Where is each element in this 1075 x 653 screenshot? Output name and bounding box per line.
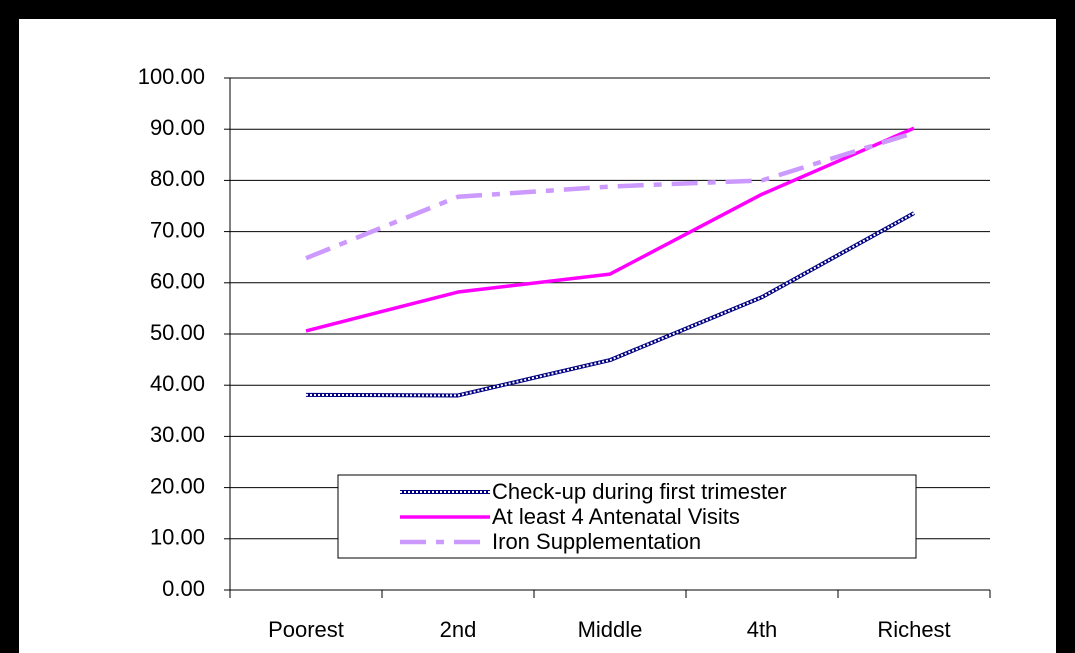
y-tick-label: 90.00 (150, 115, 205, 140)
x-tick-label: 4th (747, 617, 778, 642)
legend-label: At least 4 Antenatal Visits (492, 504, 740, 529)
y-tick-label: 20.00 (150, 473, 205, 498)
y-tick-label: 40.00 (150, 371, 205, 396)
y-tick-label: 0.00 (162, 576, 205, 601)
x-tick-label: 2nd (440, 617, 477, 642)
x-tick-label: Richest (877, 617, 950, 642)
series-line (305, 130, 915, 261)
y-tick-label: 60.00 (150, 269, 205, 294)
y-tick-label: 100.00 (138, 64, 205, 89)
legend-label: Iron Supplementation (492, 529, 701, 554)
y-tick-label: 30.00 (150, 422, 205, 447)
y-tick-label: 50.00 (150, 320, 205, 345)
y-tick-label: 70.00 (150, 217, 205, 242)
x-tick-label: Poorest (268, 617, 344, 642)
series-line (305, 126, 915, 333)
legend-label: Check-up during first trimester (492, 479, 787, 504)
y-tick-label: 10.00 (150, 525, 205, 550)
y-tick-label: 80.00 (150, 166, 205, 191)
x-tick-label: Middle (578, 617, 643, 642)
series-line (305, 212, 915, 397)
